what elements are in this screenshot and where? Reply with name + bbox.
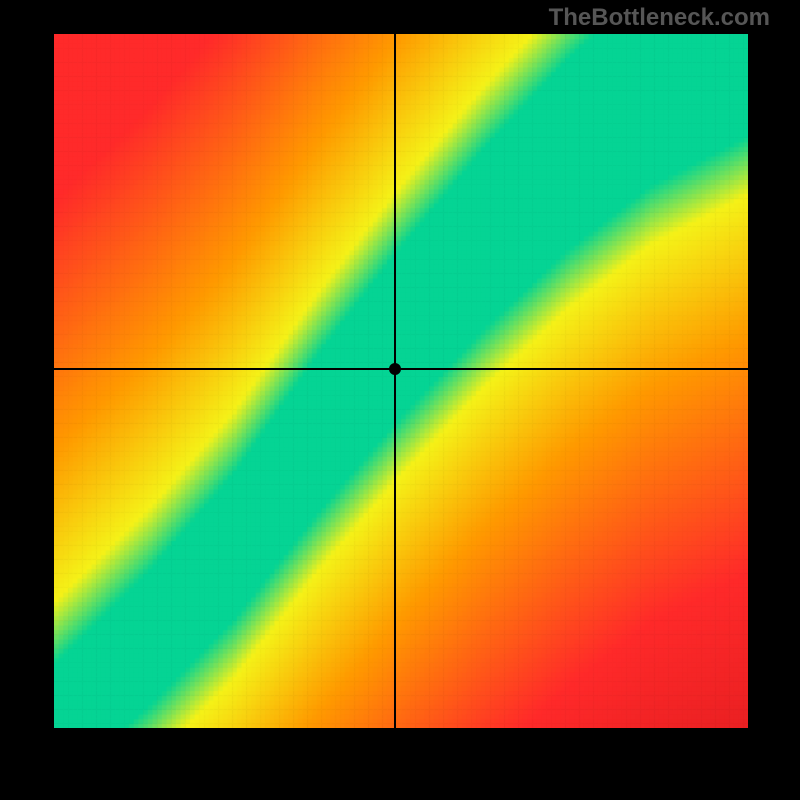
- selected-config-marker: [389, 363, 401, 375]
- crosshair-vertical: [394, 34, 396, 728]
- watermark-text: TheBottleneck.com: [549, 4, 770, 32]
- bottleneck-heatmap: [54, 34, 748, 728]
- figure-root: TheBottleneck.com: [0, 0, 800, 800]
